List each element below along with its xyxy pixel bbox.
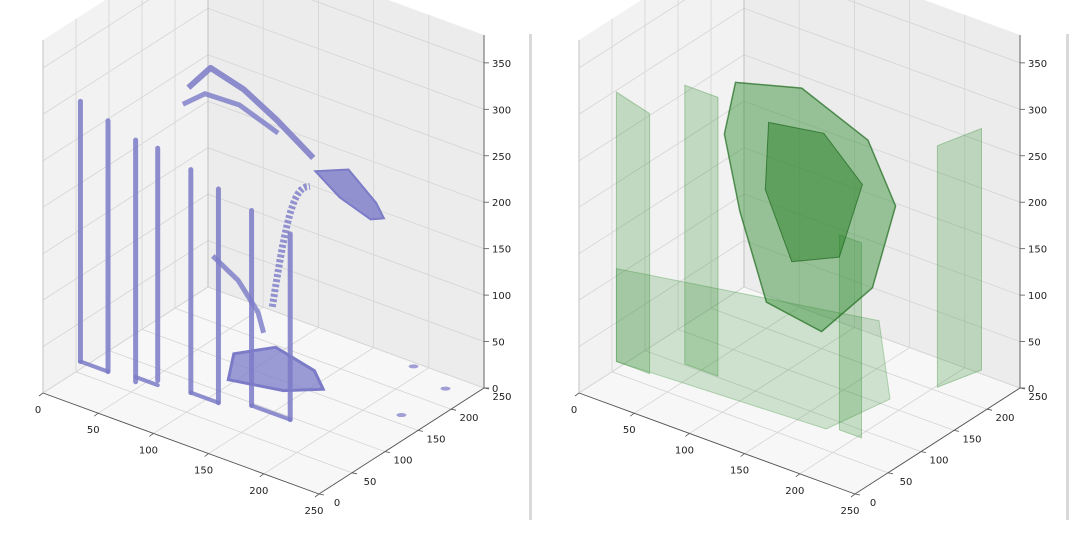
axes-3d: 0501001502002500501001502002500501001502… — [35, 0, 512, 517]
tissue-slab — [615, 91, 651, 375]
chart-right-panel: 0 50 100 150 200 250 0 50 100 150 200 250 0 50 100 150 2… — [536, 0, 1066, 535]
skeleton-limb-upper — [181, 91, 280, 136]
x-tick-label: 0 — [35, 405, 41, 416]
z-tick-label: 0 — [492, 384, 498, 395]
z-tick-label: 50 — [492, 338, 505, 349]
y-tick-mark — [920, 451, 927, 453]
pane-left — [43, 0, 208, 393]
x-tick-mark — [795, 473, 801, 478]
x-axis-line — [578, 392, 856, 495]
z-tick-label: 300 — [1028, 105, 1047, 116]
y-axis-line — [318, 387, 485, 495]
skeleton-skull — [313, 168, 386, 221]
y-tick-mark — [986, 408, 993, 411]
tissue-slab — [838, 233, 862, 439]
panel-divider — [529, 34, 532, 520]
x-tick-label: 200 — [249, 486, 268, 497]
y-axis-line — [854, 387, 1021, 495]
chart-left-panel: 0 50 100 150 200 250 0 50 100 150 200 250 0 50 100 150 2… — [0, 0, 530, 535]
y-tick-mark — [450, 408, 457, 411]
x-tick-mark — [259, 473, 265, 478]
grid-line-z — [578, 0, 1021, 69]
y-tick-label: 200 — [995, 413, 1014, 424]
y-tick-label: 150 — [426, 434, 445, 445]
y-tick-label: 250 — [492, 392, 511, 403]
tissue-slab — [684, 84, 719, 377]
z-tick-label: 350 — [1028, 59, 1047, 70]
z-tick-label: 0 — [1028, 384, 1034, 395]
x-tick-mark — [574, 392, 580, 397]
skeleton-fragment — [396, 413, 407, 418]
z-tick-label: 150 — [1028, 245, 1047, 256]
z-tick-label: 150 — [492, 245, 511, 256]
grid-line-z — [42, 0, 485, 69]
y-tick-mark — [887, 472, 894, 475]
chart-left-svg: 0501001502002500501001502002500501001502… — [35, 0, 512, 517]
tissue-inner-core — [764, 121, 863, 263]
panel-divider — [1066, 34, 1069, 520]
y-tick-label: 0 — [334, 498, 340, 509]
x-tick-mark — [149, 433, 154, 437]
z-tick-label: 300 — [492, 105, 511, 116]
bar-connector — [188, 390, 221, 405]
x-tick-mark — [850, 493, 856, 498]
z-tick-label: 250 — [1028, 152, 1047, 163]
x-tick-mark — [93, 412, 99, 417]
x-tick-label: 150 — [730, 466, 749, 477]
y-tick-mark — [351, 472, 358, 475]
y-tick-mark — [384, 451, 391, 453]
skeleton-fragment — [408, 364, 419, 369]
x-tick-mark — [314, 493, 320, 498]
x-tick-label: 100 — [139, 445, 158, 456]
y-tick-label: 0 — [870, 498, 876, 509]
x-tick-label: 250 — [304, 506, 323, 517]
y-tick-mark — [417, 430, 424, 432]
pane-left — [579, 0, 744, 393]
y-tick-label: 100 — [393, 456, 412, 467]
tissue-base-volume — [615, 267, 891, 430]
z-tick-label: 200 — [1028, 198, 1047, 209]
x-tick-label: 50 — [87, 425, 100, 436]
skeleton-pelvis — [226, 345, 326, 393]
x-axis-line — [42, 392, 320, 495]
z-tick-label: 100 — [492, 291, 511, 302]
tissue-slab — [936, 127, 982, 388]
x-tick-mark — [740, 453, 745, 457]
z-tick-label: 350 — [492, 59, 511, 70]
y-tick-label: 50 — [364, 477, 377, 488]
x-tick-label: 200 — [785, 486, 804, 497]
skeleton-limb-lower — [211, 254, 267, 334]
y-tick-mark — [854, 493, 861, 496]
x-tick-label: 150 — [194, 466, 213, 477]
z-tick-label: 250 — [492, 152, 511, 163]
y-tick-label: 150 — [962, 434, 981, 445]
x-tick-mark — [204, 453, 209, 457]
bar-connector — [78, 359, 111, 374]
pane-floor — [579, 287, 1020, 494]
pane-floor — [43, 287, 484, 494]
x-tick-label: 50 — [623, 425, 636, 436]
y-tick-label: 200 — [459, 413, 478, 424]
skeleton-fragment — [440, 386, 451, 391]
y-tick-label: 100 — [929, 456, 948, 467]
x-tick-mark — [38, 392, 44, 397]
y-tick-label: 50 — [900, 477, 913, 488]
z-tick-label: 100 — [1028, 291, 1047, 302]
x-tick-label: 0 — [571, 405, 577, 416]
x-tick-mark — [629, 412, 635, 417]
z-tick-label: 200 — [492, 198, 511, 209]
bar-connector — [249, 403, 293, 422]
bar-connector — [133, 375, 160, 388]
x-tick-label: 100 — [675, 445, 694, 456]
z-tick-label: 50 — [1028, 338, 1041, 349]
skeleton-limb-upper — [186, 64, 316, 160]
y-tick-label: 250 — [1028, 392, 1047, 403]
axes-3d: 0501001502002500501001502002500501001502… — [571, 0, 1048, 517]
y-tick-mark — [953, 430, 960, 432]
x-tick-label: 250 — [840, 506, 859, 517]
x-tick-mark — [685, 433, 690, 437]
y-tick-mark — [318, 493, 325, 496]
chart-right-svg: 0501001502002500501001502002500501001502… — [571, 0, 1048, 517]
